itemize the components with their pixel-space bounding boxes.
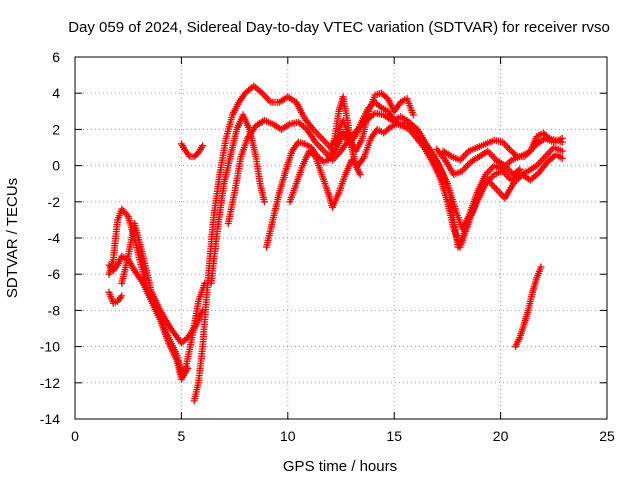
series-arc-d bbox=[118, 220, 207, 347]
y-tick-label: 2 bbox=[52, 121, 60, 137]
series-arc-e bbox=[177, 140, 207, 161]
y-tick-label: -10 bbox=[40, 339, 60, 355]
y-tick-label: -8 bbox=[48, 302, 61, 318]
data-layer bbox=[105, 82, 566, 405]
series-markers bbox=[433, 145, 524, 179]
series-markers bbox=[118, 220, 207, 347]
series-arc-l bbox=[439, 129, 566, 164]
tick-labels: 0 5 10 15 20 25 -14 -12 -10 -8 -6 -4 -2 0 2 4 6 bbox=[40, 49, 615, 444]
series-arc-j bbox=[286, 120, 566, 251]
y-tick-label: -12 bbox=[40, 375, 60, 391]
grid bbox=[75, 57, 607, 419]
series-arc-k bbox=[326, 93, 364, 179]
x-tick-label: 0 bbox=[71, 428, 79, 444]
series-arc-m bbox=[433, 145, 524, 179]
y-tick-label: 4 bbox=[52, 85, 60, 101]
ticks bbox=[74, 56, 608, 420]
series-arc-g bbox=[207, 111, 268, 287]
series-markers bbox=[105, 288, 126, 307]
y-tick-label: -14 bbox=[40, 411, 60, 427]
x-tick-label: 15 bbox=[386, 428, 402, 444]
x-tick-label: 20 bbox=[493, 428, 509, 444]
series-markers bbox=[263, 98, 566, 251]
series-arc-i bbox=[263, 98, 566, 251]
series-markers bbox=[512, 263, 545, 351]
x-tick-label: 5 bbox=[178, 428, 186, 444]
y-tick-label: -2 bbox=[48, 194, 61, 210]
y-tick-label: 0 bbox=[52, 158, 60, 174]
series-arc-c bbox=[105, 288, 126, 307]
y-tick-label: -4 bbox=[48, 230, 61, 246]
series-markers bbox=[439, 129, 566, 164]
series-markers bbox=[207, 111, 268, 287]
chart-title: Day 059 of 2024, Sidereal Day-to-day VTE… bbox=[68, 19, 610, 36]
x-tick-label: 10 bbox=[280, 428, 296, 444]
y-tick-label: -6 bbox=[48, 266, 61, 282]
series-markers bbox=[286, 120, 566, 251]
y-axis-label: SDTVAR / TECUs bbox=[4, 178, 21, 298]
series-arc-n bbox=[512, 263, 545, 351]
x-axis-label: GPS time / hours bbox=[283, 458, 397, 475]
series-markers bbox=[177, 140, 207, 161]
x-tick-label: 25 bbox=[599, 428, 615, 444]
y-tick-label: 6 bbox=[52, 49, 60, 65]
series-markers bbox=[326, 93, 364, 179]
